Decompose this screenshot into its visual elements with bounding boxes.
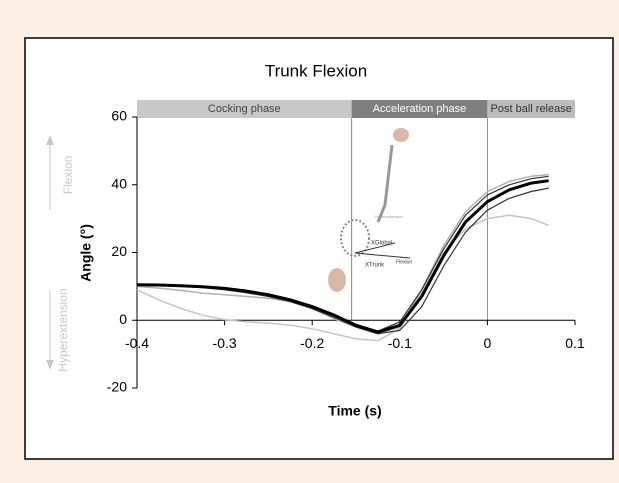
x-tick-label: -0.3 — [213, 335, 237, 351]
illustration-label: XGlobal — [371, 241, 392, 247]
y-tick-label: 0 — [119, 311, 127, 327]
illustration-label: Flexion — [396, 259, 412, 265]
direction-arrows — [46, 135, 54, 370]
phase-label: Cocking phase — [208, 103, 281, 115]
chart-title: Trunk Flexion — [265, 61, 367, 80]
x-tick-label: -0.2 — [300, 335, 324, 351]
x-axis-label: Time (s) — [328, 403, 381, 419]
y-axis-label: Angle (°) — [78, 224, 94, 282]
illustration-label: XTrunk — [365, 263, 385, 269]
y-tick-label: 60 — [111, 108, 127, 124]
phase-band — [487, 100, 575, 118]
phase-band — [137, 100, 352, 118]
x-tick-label: -0.4 — [125, 335, 149, 351]
y-tick-label: 40 — [111, 175, 127, 191]
y-tick-label: -20 — [107, 379, 127, 395]
x-tick-label: -0.1 — [388, 335, 412, 351]
y-tick-label: 20 — [111, 243, 127, 259]
illustration-label: Hyperextension — [375, 214, 403, 219]
phase-band — [351, 100, 488, 118]
x-tick-label: 0 — [484, 335, 492, 351]
hyperextension-label: Hyperextension — [56, 288, 70, 371]
x-tick-label: 0.1 — [565, 335, 585, 351]
flexion-label: Flexion — [61, 156, 75, 195]
phase-label: Post ball release — [491, 103, 572, 115]
data-line — [136, 179, 549, 334]
data-line — [136, 214, 549, 342]
phase-label: Acceleration phase — [373, 103, 467, 115]
illustration: Hyperextension XGlobal XTrunk Flexion — [328, 128, 412, 292]
